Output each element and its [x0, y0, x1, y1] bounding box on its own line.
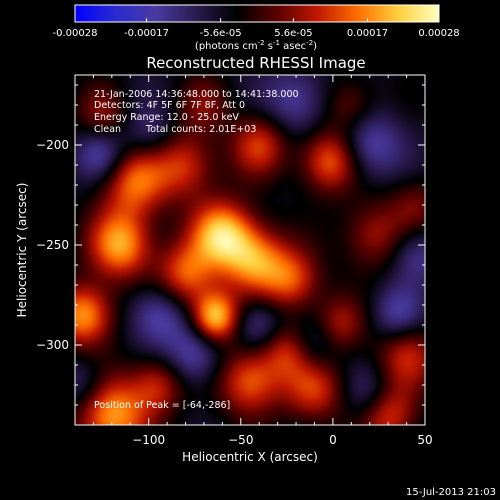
colorbar-gradient-strip	[74, 4, 440, 23]
colorbar-tick-label: -0.00028	[53, 28, 98, 39]
x-tick-label: −100	[132, 433, 165, 447]
colorbar-tick-label: 0.00028	[418, 28, 459, 39]
y-axis: −200 −250 −300	[36, 84, 425, 426]
plot-title: Reconstructed RHESSI Image	[146, 54, 365, 72]
y-tick-label: −200	[36, 138, 69, 152]
y-tick-label: −250	[36, 238, 69, 252]
annotation-method: Clean	[94, 124, 121, 135]
x-tick-label: −50	[228, 433, 253, 447]
colorbar-tick-label: -5.6e-05	[200, 28, 242, 39]
colorbar-tick-label: 5.6e-05	[274, 28, 312, 39]
x-tick-label: 0	[329, 433, 337, 447]
x-axis-label: Heliocentric X (arcsec)	[182, 450, 318, 464]
heatmap-image	[75, 75, 425, 425]
colorbar-tick-label: 0.00017	[347, 28, 388, 39]
footer-timestamp: 15-Jul-2013 21:03	[406, 487, 496, 498]
heatmap	[75, 75, 425, 425]
annotation-energy-range: Energy Range: 12.0 - 25.0 keV	[94, 112, 239, 123]
annotation-detectors: Detectors: 4F 5F 6F 7F 8F, Att 0	[94, 100, 245, 111]
plot-frame	[74, 74, 426, 426]
x-axis: −100 −50 0 50	[74, 75, 433, 447]
annotation-total-counts: Total counts: 2.01E+03	[145, 124, 256, 135]
annotations: 21-Jan-2006 14:36:48.000 to 14:41:38.000…	[94, 89, 299, 411]
colorbar-unit-label: (photons cm-2 s-1 asec-2)	[195, 39, 317, 52]
colorbar: -0.00028 -0.00017 -5.6e-05 5.6e-05 0.00017 0.…	[53, 4, 460, 52]
y-axis-label: Heliocentric Y (arcsec)	[15, 183, 29, 318]
annotation-time-range: 21-Jan-2006 14:36:48.000 to 14:41:38.000	[94, 89, 299, 100]
y-tick-label: −300	[36, 338, 69, 352]
colorbar-tick-label: -0.00017	[124, 28, 169, 39]
x-tick-label: 50	[417, 433, 432, 447]
annotation-peak-position: Position of Peak = [-64,-286]	[94, 400, 230, 411]
colorbar-ticks: -0.00028 -0.00017 -5.6e-05 5.6e-05 0.00017 0.…	[53, 18, 460, 39]
